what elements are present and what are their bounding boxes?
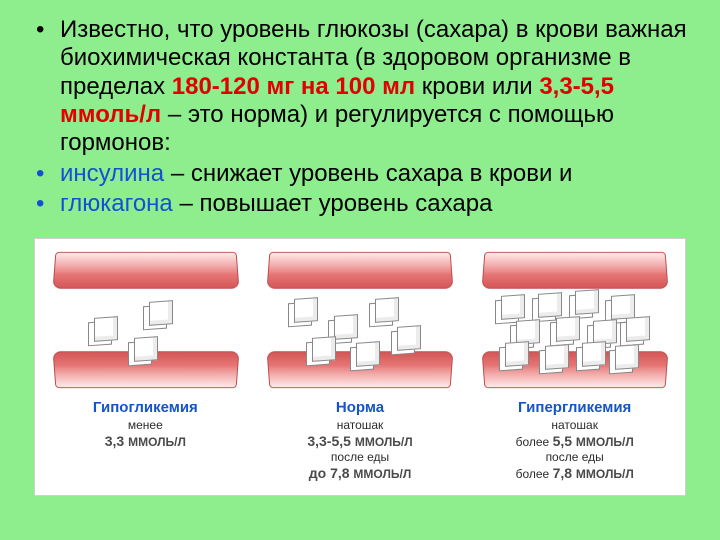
- bullet-list: Известно, что уровень глюкозы (сахара) в…: [32, 16, 688, 218]
- sugar-cube-icon: [538, 292, 562, 318]
- panel-2: Гипергликемиянатошакболее 5,5 ММОЛЬ/Лпос…: [470, 245, 679, 489]
- caption-line2-value: более 7,8 ММОЛЬ/Л: [516, 465, 634, 483]
- panel-0: Гипогликемияменее3,3 ММОЛЬ/Л: [41, 245, 250, 489]
- bullet-2-term: инсулина: [60, 160, 164, 187]
- sugar-cube-icon: [545, 344, 569, 370]
- sugar-cube-icon: [611, 295, 635, 321]
- sugar-cube-icon: [397, 325, 421, 351]
- bullet-1: Известно, что уровень глюкозы (сахара) в…: [32, 16, 688, 158]
- sugar-cube-icon: [556, 317, 580, 343]
- caption-line1-value: 3,3 ММОЛЬ/Л: [93, 433, 198, 451]
- caption-line1-label: менее: [93, 418, 198, 433]
- caption-line2-value: до 7,8 ММОЛЬ/Л: [307, 465, 412, 483]
- panel-caption-0: Гипогликемияменее3,3 ММОЛЬ/Л: [91, 395, 200, 456]
- panel-caption-2: Гипергликемиянатошакболее 5,5 ММОЛЬ/Лпос…: [514, 395, 636, 489]
- vessel-2: [470, 245, 679, 395]
- caption-line2-label: после еды: [307, 450, 412, 465]
- glucose-diagram: Гипогликемияменее3,3 ММОЛЬ/ЛНорманатошак…: [34, 238, 686, 496]
- caption-title: Гипергликемия: [516, 399, 634, 418]
- sugar-cube-icon: [626, 317, 650, 343]
- caption-line1-value: более 5,5 ММОЛЬ/Л: [516, 433, 634, 451]
- sugar-cube-icon: [334, 314, 358, 340]
- sugar-cube-icon: [312, 336, 336, 362]
- vessel-wall-top: [481, 252, 667, 289]
- sugar-cube-icon: [134, 336, 158, 362]
- bullet-3-rest: – повышает уровень сахара: [173, 190, 493, 217]
- panel-1: Норманатошак3,3-5,5 ММОЛЬ/Лпосле едыдо 7…: [256, 245, 465, 489]
- slide: Известно, что уровень глюкозы (сахара) в…: [0, 0, 720, 540]
- sugar-cube-icon: [294, 297, 318, 323]
- caption-line1-label: натошак: [516, 418, 634, 433]
- bullet-2-rest: – снижает уровень сахара в крови и: [164, 160, 572, 187]
- caption-title: Гипогликемия: [93, 399, 198, 418]
- sugar-cube-icon: [615, 344, 639, 370]
- vessel-wall-top: [267, 252, 453, 289]
- sugar-cube-icon: [375, 297, 399, 323]
- caption-title: Норма: [307, 399, 412, 418]
- bullet-2: инсулина – снижает уровень сахара в кров…: [32, 160, 688, 188]
- sugar-cube-icon: [501, 295, 525, 321]
- sugar-cube-icon: [149, 300, 173, 326]
- vessel-0: [41, 245, 250, 395]
- bullet-3-term: глюкагона: [60, 190, 173, 217]
- sugar-cube-icon: [505, 341, 529, 367]
- caption-line2-label: после еды: [516, 450, 634, 465]
- sugar-cube-icon: [356, 341, 380, 367]
- sugar-cube-icon: [575, 289, 599, 315]
- bullet-3: глюкагона – повышает уровень сахара: [32, 190, 688, 218]
- sugar-cube-icon: [94, 317, 118, 343]
- vessel-1: [256, 245, 465, 395]
- vessel-wall-top: [52, 252, 238, 289]
- bullet-1-mid: крови или: [415, 73, 539, 100]
- bullet-1-hl1: 180-120 мг на 100 мл: [172, 73, 415, 100]
- panel-caption-1: Норманатошак3,3-5,5 ММОЛЬ/Лпосле едыдо 7…: [305, 395, 414, 489]
- caption-line1-label: натошак: [307, 418, 412, 433]
- caption-line1-value: 3,3-5,5 ММОЛЬ/Л: [307, 433, 412, 451]
- sugar-cube-icon: [582, 341, 606, 367]
